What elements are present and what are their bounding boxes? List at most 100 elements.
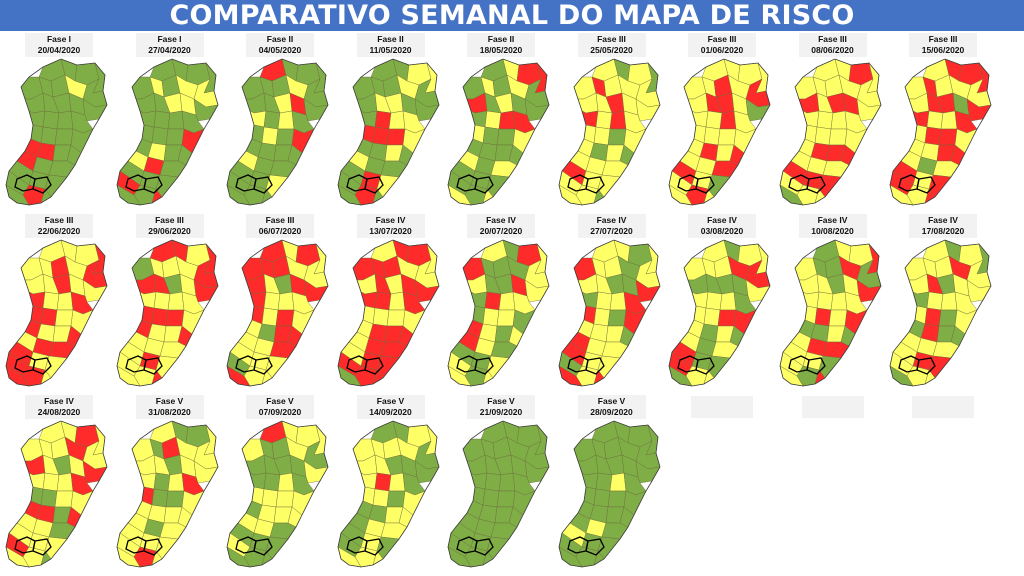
date-label: 11/05/2020 xyxy=(369,45,412,55)
municipality-region xyxy=(386,128,405,146)
municipality-region xyxy=(607,309,626,327)
map-grid: Fase I 20/04/2020 Fase I 27/04/2020 Fase II 0… xyxy=(0,31,1024,576)
municipality-region xyxy=(48,341,76,359)
risk-map xyxy=(226,58,329,206)
risk-map xyxy=(337,420,439,568)
date-label: 17/08/2020 xyxy=(921,226,965,236)
date-label: 10/08/2020 xyxy=(811,226,854,236)
risk-map xyxy=(779,239,881,387)
date-label: 31/08/2020 xyxy=(148,407,191,417)
municipality-region xyxy=(165,309,184,327)
municipality-region xyxy=(263,472,281,492)
municipality-region xyxy=(924,307,942,327)
map-label: Fase IV 24/08/2020 xyxy=(25,395,93,419)
risk-map xyxy=(447,239,550,387)
map-panel: Fase IV 20/07/2020 xyxy=(445,212,557,394)
map-panel: Fase II 18/05/2020 xyxy=(445,31,557,213)
metro-boundary xyxy=(474,538,494,556)
municipality-region xyxy=(940,291,958,311)
phase-label: Fase III xyxy=(265,215,295,225)
date-label: 04/05/2020 xyxy=(258,45,302,55)
municipality-region xyxy=(828,128,847,146)
municipality-region xyxy=(372,126,389,146)
metro-boundary xyxy=(142,538,163,556)
metro-boundary xyxy=(32,538,52,556)
date-label: 28/09/2020 xyxy=(590,407,633,417)
map-panel: Fase I 20/04/2020 xyxy=(3,31,115,213)
map-panel: Fase IV 27/07/2020 xyxy=(556,212,668,394)
risk-map xyxy=(447,58,550,206)
municipality-region xyxy=(153,291,170,311)
phase-label: Fase IV xyxy=(486,215,516,225)
municipality-region xyxy=(261,488,279,508)
municipality-region xyxy=(938,128,958,146)
date-label: 22/06/2020 xyxy=(37,226,81,236)
state-outline xyxy=(337,58,439,206)
state-outline xyxy=(668,58,771,206)
metro-boundary xyxy=(253,176,273,194)
municipality-region xyxy=(496,128,516,146)
date-label: 13/07/2020 xyxy=(369,226,412,236)
municipality-region xyxy=(151,307,168,327)
map-label: Fase V 21/09/2020 xyxy=(467,395,535,419)
map-label: Fase V 07/09/2020 xyxy=(246,395,314,419)
date-label: 20/07/2020 xyxy=(479,226,523,236)
municipality-region xyxy=(816,110,833,130)
metro-boundary xyxy=(363,176,384,194)
municipality-region xyxy=(484,472,502,492)
municipality-region xyxy=(609,291,626,311)
municipality-region xyxy=(277,110,295,130)
municipality-region xyxy=(705,291,723,311)
municipality-region xyxy=(263,291,281,311)
date-label: 29/06/2020 xyxy=(148,226,191,236)
date-label: 20/04/2020 xyxy=(37,45,81,55)
municipality-region xyxy=(167,291,184,311)
phase-label: Fase II xyxy=(487,34,515,44)
date-label: 08/06/2020 xyxy=(811,45,854,55)
risk-map xyxy=(889,58,992,206)
metro-boundary xyxy=(584,538,605,556)
state-outline xyxy=(668,239,771,387)
map-label: Fase V 28/09/2020 xyxy=(577,395,646,419)
municipality-region xyxy=(490,522,518,540)
risk-map xyxy=(779,58,881,206)
empty-label-placeholder xyxy=(691,396,753,418)
municipality-region xyxy=(269,341,297,359)
state-outline xyxy=(337,239,439,387)
municipality-region xyxy=(595,110,612,130)
municipality-region xyxy=(388,291,405,311)
municipality-region xyxy=(380,160,407,178)
state-outline xyxy=(889,239,992,387)
date-label: 14/09/2020 xyxy=(369,407,412,417)
risk-map xyxy=(5,58,108,206)
date-label: 15/06/2020 xyxy=(921,45,965,55)
state-outline xyxy=(5,420,108,568)
map-panel: Fase V 21/09/2020 xyxy=(445,393,557,575)
map-label: Fase IV 13/07/2020 xyxy=(356,214,425,238)
map-panel: Fase IV 13/07/2020 xyxy=(335,212,447,394)
municipality-region xyxy=(269,522,297,540)
municipality-region xyxy=(48,160,76,178)
municipality-region xyxy=(372,307,389,327)
municipality-region xyxy=(165,128,184,146)
risk-map xyxy=(337,58,439,206)
municipality-region xyxy=(703,307,721,327)
phase-label: Fase V xyxy=(155,396,184,406)
municipality-region xyxy=(496,309,516,327)
municipality-region xyxy=(926,110,944,130)
date-label: 06/07/2020 xyxy=(258,226,302,236)
municipality-region xyxy=(482,126,500,146)
phase-label: Fase V xyxy=(487,396,515,406)
map-label: Fase IV 17/08/2020 xyxy=(909,214,977,238)
state-outline xyxy=(889,58,992,206)
municipality-region xyxy=(151,126,168,146)
state-outline xyxy=(226,58,329,206)
phase-label: Fase V xyxy=(376,396,405,406)
phase-label: Fase V xyxy=(266,396,294,406)
date-label: 27/04/2020 xyxy=(148,45,191,55)
map-panel: Fase III 29/06/2020 xyxy=(114,212,226,394)
phase-label: Fase IV xyxy=(375,215,406,225)
municipality-region xyxy=(40,488,58,508)
state-outline xyxy=(558,420,660,568)
map-panel: Fase V 28/09/2020 xyxy=(556,393,668,575)
